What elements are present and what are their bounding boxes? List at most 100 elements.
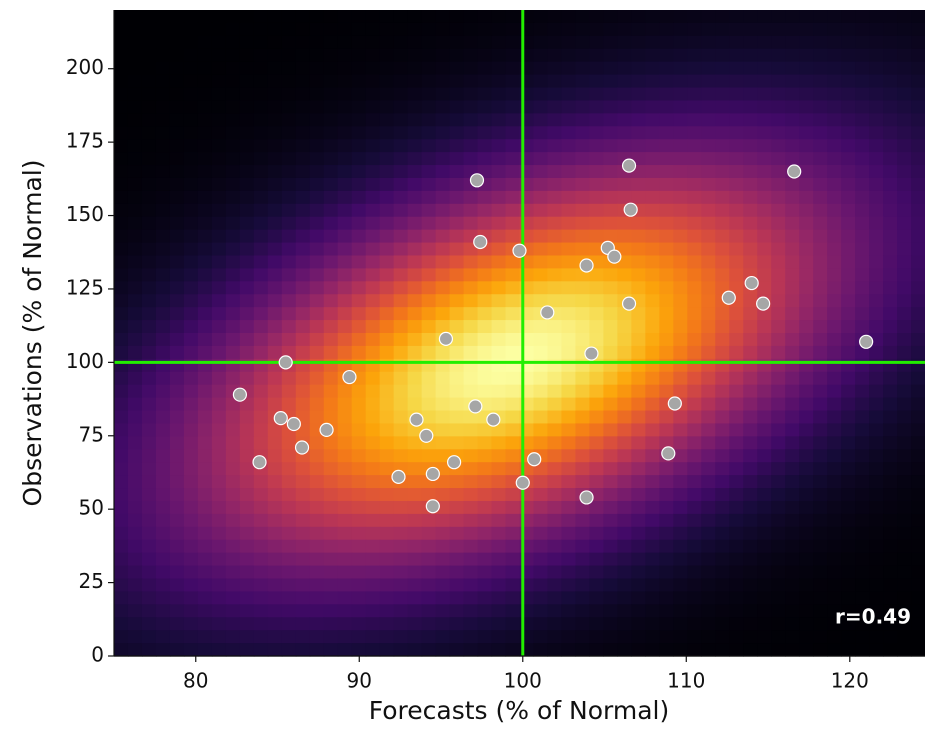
heat-cell: [351, 294, 367, 308]
heat-cell: [617, 22, 632, 37]
heat-cell: [197, 255, 213, 269]
heat-cell: [771, 281, 786, 295]
heat-cell: [225, 190, 241, 205]
heat-cell: [855, 371, 870, 386]
heat-cell: [351, 552, 367, 567]
heat-cell: [239, 242, 255, 257]
heat-cell: [687, 436, 702, 450]
heat-cell: [785, 74, 800, 89]
heat-cell: [281, 281, 297, 295]
heat-cell: [435, 229, 451, 244]
heat-cell: [407, 617, 423, 631]
heat-cell: [211, 61, 227, 76]
heat-cell: [463, 488, 479, 502]
heat-cell: [575, 526, 591, 541]
heat-cell: [659, 152, 674, 166]
heat-cell: [673, 410, 688, 425]
heat-cell: [757, 10, 772, 24]
heat-cell: [211, 410, 227, 425]
heat-cell: [813, 203, 828, 218]
heat-cell: [729, 384, 744, 399]
heat-cell: [505, 449, 521, 463]
heat-cell: [659, 10, 674, 24]
heat-cell: [463, 113, 479, 127]
heat-cell: [687, 242, 702, 257]
heat-cell: [225, 345, 241, 360]
heat-cell: [267, 216, 283, 231]
heat-cell: [281, 539, 297, 554]
heat-cell: [435, 281, 451, 295]
heat-cell: [617, 552, 632, 567]
heat-cell: [183, 74, 199, 89]
heat-cell: [239, 87, 255, 102]
heat-cell: [211, 203, 227, 218]
heat-cell: [533, 397, 549, 412]
heat-cell: [421, 113, 437, 127]
heat-cell: [323, 526, 339, 541]
heat-cell: [309, 152, 325, 166]
heat-cell: [114, 74, 129, 89]
heat-cell: [337, 203, 353, 218]
heat-cell: [281, 371, 297, 386]
heat-cell: [379, 371, 395, 386]
heat-cell: [323, 604, 339, 618]
heat-cell: [743, 410, 758, 425]
point: [787, 164, 802, 179]
heat-cell: [435, 475, 451, 489]
point: [621, 158, 637, 173]
heat-cell: [729, 268, 744, 282]
heat-cell: [827, 333, 842, 347]
heat-cell: [323, 152, 339, 166]
heat-cell: [449, 307, 465, 321]
heat-cell: [659, 242, 674, 257]
heat-cell: [533, 604, 549, 618]
heat-cell: [561, 281, 577, 295]
heat-cell: [127, 397, 143, 412]
heat-cell: [365, 410, 381, 425]
heat-cell: [687, 152, 702, 166]
heat-cell: [407, 643, 423, 657]
heat-cell: [897, 268, 912, 282]
heat-cell: [309, 578, 325, 592]
heat-cell: [155, 242, 171, 257]
heat-cell: [197, 539, 213, 554]
heat-cell: [365, 139, 381, 153]
heat-cell: [673, 152, 688, 166]
heat-cell: [589, 371, 604, 386]
heat-cell: [729, 242, 744, 257]
heat-cell: [141, 87, 157, 102]
heat-cell: [883, 604, 898, 618]
heat-cell: [827, 513, 842, 528]
heat-cell: [897, 126, 912, 140]
heat-cell: [351, 152, 367, 166]
heat-cell: [883, 475, 898, 489]
heat-cell: [575, 578, 591, 592]
heat-cell: [547, 294, 563, 308]
heat-cell: [687, 552, 702, 567]
heat-cell: [309, 74, 325, 89]
heat-cell: [463, 526, 479, 541]
heat-cell: [757, 22, 772, 37]
heat-cell: [547, 333, 563, 347]
heat-cell: [659, 384, 674, 399]
heat-cell: [155, 513, 171, 528]
heat-cell: [155, 500, 171, 515]
heat-cell: [155, 410, 171, 425]
heat-cell: [897, 48, 912, 63]
heat-cell: [267, 384, 283, 399]
heat-cell: [127, 281, 143, 295]
heat-cell: [239, 397, 255, 412]
heat-cell: [561, 462, 577, 476]
heat-cell: [547, 281, 563, 295]
heat-cell: [575, 177, 591, 192]
heat-cell: [295, 113, 311, 127]
heat-cell: [183, 10, 199, 24]
heat-cell: [169, 22, 185, 37]
heat-cell: [841, 565, 856, 580]
heat-cell: [813, 152, 828, 166]
heat-cell: [253, 307, 269, 321]
heat-cell: [337, 22, 353, 37]
heat-cell: [897, 10, 912, 24]
heat-cell: [365, 216, 381, 231]
heat-cell: [547, 268, 563, 282]
